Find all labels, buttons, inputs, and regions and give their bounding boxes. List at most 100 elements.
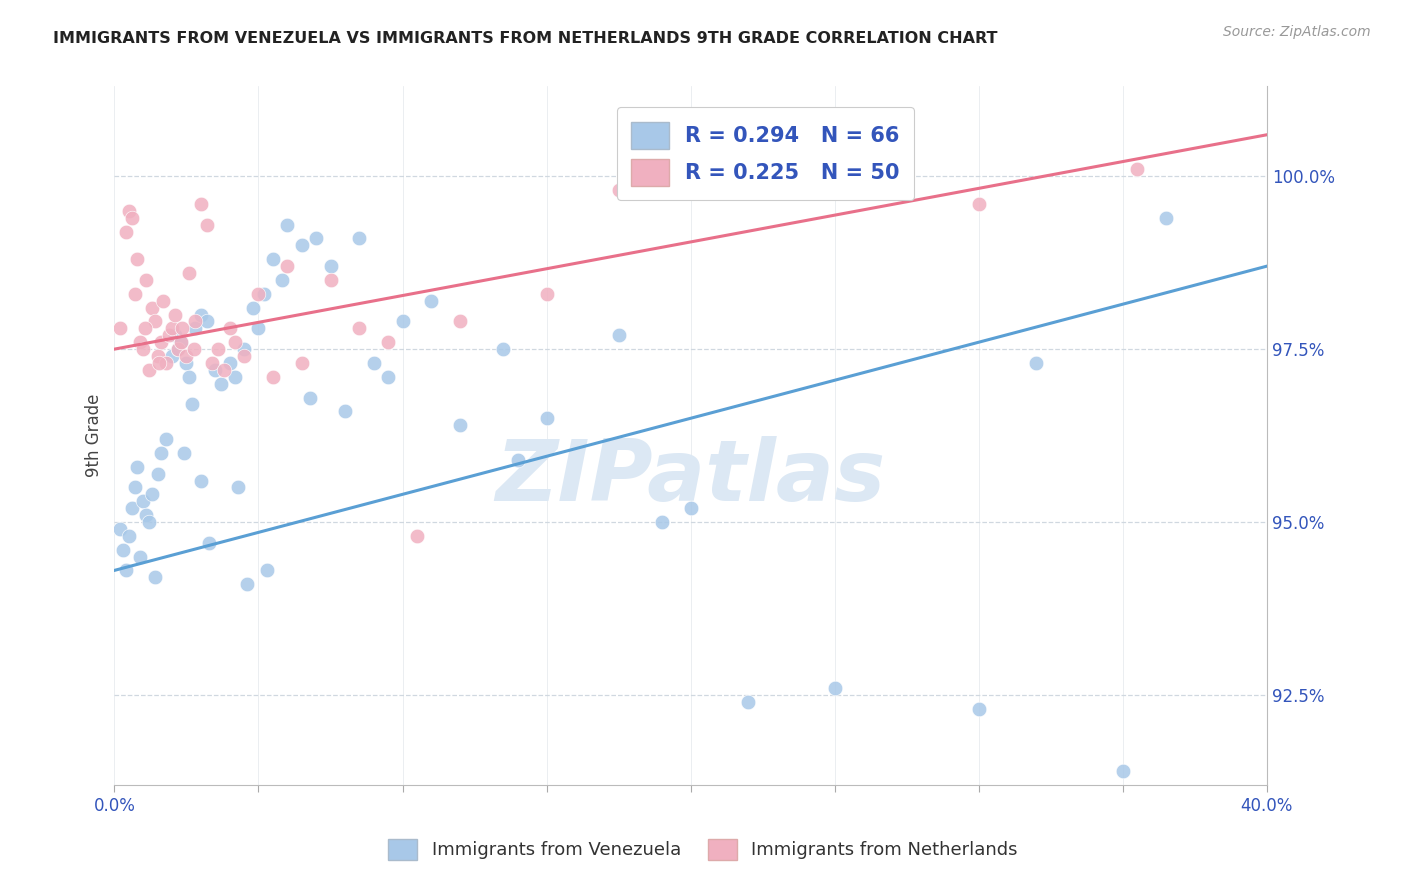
Point [163, 308, 186, 322]
Point [155, 432, 177, 446]
Point [166, 342, 188, 356]
Point [1112, 764, 1135, 778]
Point [170, 335, 193, 350]
Point [506, 452, 529, 467]
Point [377, 335, 399, 350]
Text: Source: ZipAtlas.com: Source: ZipAtlas.com [1223, 25, 1371, 39]
Point [132, 494, 155, 508]
Point [607, 183, 630, 197]
Point [262, 252, 284, 267]
Point [256, 563, 278, 577]
Point [233, 342, 256, 356]
Point [138, 515, 160, 529]
Point [115, 225, 138, 239]
Point [319, 259, 342, 273]
Point [149, 446, 172, 460]
Point [262, 369, 284, 384]
Point [420, 293, 443, 308]
Point [129, 549, 152, 564]
Point [183, 342, 205, 356]
Point [967, 701, 990, 715]
Point [299, 391, 322, 405]
Point [129, 335, 152, 350]
Point [190, 308, 212, 322]
Point [201, 356, 224, 370]
Point [1154, 211, 1177, 225]
Point [146, 467, 169, 481]
Point [146, 349, 169, 363]
Point [449, 314, 471, 328]
Point [492, 342, 515, 356]
Point [276, 259, 298, 273]
Point [536, 286, 558, 301]
Point [209, 376, 232, 391]
Point [118, 529, 141, 543]
Point [132, 342, 155, 356]
Point [121, 501, 143, 516]
Point [204, 363, 226, 377]
Point [141, 487, 163, 501]
Point [291, 238, 314, 252]
Point [737, 695, 759, 709]
Point [108, 321, 131, 335]
Point [190, 474, 212, 488]
Point [236, 577, 259, 591]
Point [1025, 356, 1047, 370]
Point [218, 356, 240, 370]
Legend: R = 0.294   N = 66, R = 0.225   N = 50: R = 0.294 N = 66, R = 0.225 N = 50 [617, 107, 914, 201]
Point [349, 321, 371, 335]
Point [1126, 162, 1149, 177]
Point [967, 197, 990, 211]
Point [184, 314, 207, 328]
Point [181, 397, 204, 411]
Point [349, 231, 371, 245]
Point [112, 542, 135, 557]
Y-axis label: 9th Grade: 9th Grade [86, 394, 103, 477]
Point [173, 446, 195, 460]
Point [226, 480, 249, 494]
Point [190, 197, 212, 211]
Point [170, 335, 193, 350]
Point [184, 321, 207, 335]
Point [179, 266, 201, 280]
Point [143, 570, 166, 584]
Point [207, 342, 229, 356]
Point [305, 231, 328, 245]
Point [198, 535, 221, 549]
Point [377, 369, 399, 384]
Point [138, 363, 160, 377]
Point [155, 356, 177, 370]
Point [270, 273, 292, 287]
Point [679, 501, 702, 516]
Point [127, 252, 149, 267]
Point [135, 508, 157, 522]
Point [176, 349, 198, 363]
Point [163, 328, 186, 343]
Point [160, 321, 183, 335]
Point [141, 301, 163, 315]
Legend: Immigrants from Venezuela, Immigrants from Netherlands: Immigrants from Venezuela, Immigrants fr… [381, 831, 1025, 867]
Point [149, 335, 172, 350]
Point [233, 349, 256, 363]
Point [148, 356, 170, 370]
Point [242, 301, 264, 315]
Point [319, 273, 342, 287]
Point [536, 411, 558, 425]
Point [276, 218, 298, 232]
Point [824, 148, 846, 162]
Text: IMMIGRANTS FROM VENEZUELA VS IMMIGRANTS FROM NETHERLANDS 9TH GRADE CORRELATION C: IMMIGRANTS FROM VENEZUELA VS IMMIGRANTS … [53, 31, 998, 46]
Point [135, 273, 157, 287]
Point [212, 363, 235, 377]
Point [166, 342, 188, 356]
Point [363, 356, 385, 370]
Text: ZIPatlas: ZIPatlas [495, 436, 886, 519]
Point [108, 522, 131, 536]
Point [824, 681, 846, 695]
Point [651, 515, 673, 529]
Point [247, 286, 270, 301]
Point [218, 321, 240, 335]
Point [224, 369, 246, 384]
Point [607, 328, 630, 343]
Point [118, 203, 141, 218]
Point [247, 321, 270, 335]
